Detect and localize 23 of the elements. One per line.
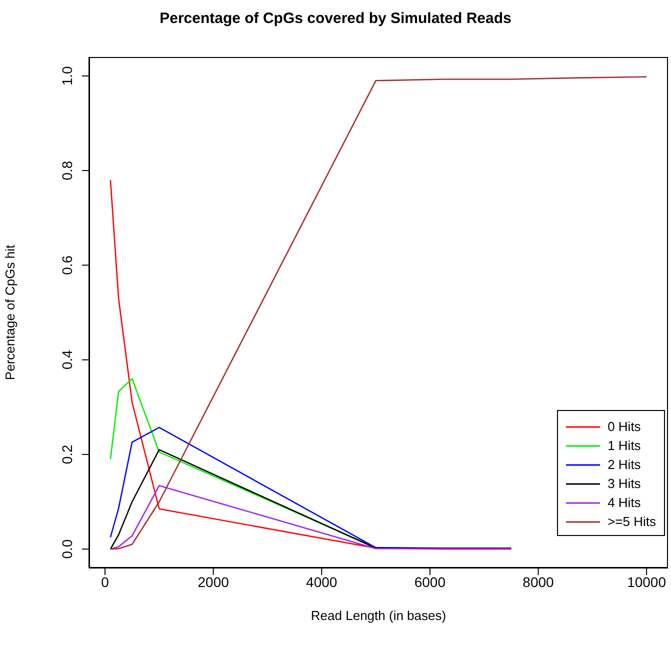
x-tick-label: 0	[101, 574, 110, 590]
y-tick-label: 0.8	[59, 160, 75, 180]
line-series	[110, 449, 512, 550]
line-series	[110, 485, 512, 550]
x-tick-label: 4000	[306, 574, 338, 590]
legend-label: 3 Hits	[608, 476, 641, 491]
y-tick-label: 0.0	[59, 539, 75, 559]
chart-title: Percentage of CpGs covered by Simulated Reads	[158, 10, 512, 27]
legend-label: 1 Hits	[608, 438, 641, 453]
legend-label: 0 Hits	[608, 419, 641, 434]
y-tick-label: 0.6	[59, 255, 75, 275]
x-tick-label: 6000	[414, 574, 446, 590]
legend-label: >=5 Hits	[608, 514, 656, 529]
x-tick-label: 10000	[627, 574, 666, 590]
y-tick-label: 1.0	[59, 66, 75, 86]
legend-label: 2 Hits	[608, 457, 641, 472]
y-tick-label: 0.4	[59, 350, 75, 370]
x-tick-label: 8000	[522, 574, 554, 590]
legend-label: 4 Hits	[608, 495, 641, 510]
y-axis-title: Percentage of CpGs hit	[2, 244, 18, 380]
y-tick-label: 0.2	[59, 444, 75, 464]
x-axis-title: Read Length (in bases)	[310, 608, 446, 623]
x-tick-label: 2000	[198, 574, 230, 590]
